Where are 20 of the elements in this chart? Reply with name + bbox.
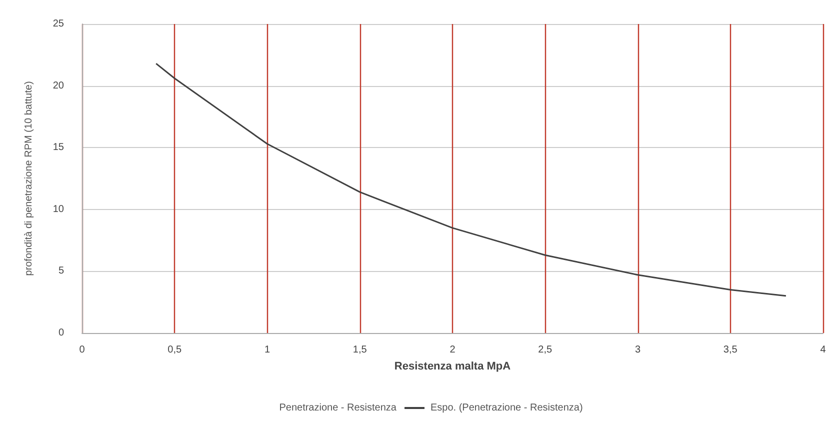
y-tick-label: 20 — [52, 80, 64, 92]
text: Penetrazione - Resistenza — [279, 402, 397, 414]
x-tick-label: 3,5 — [723, 344, 738, 356]
x-tick-label: 3 — [634, 344, 641, 356]
x-tick-label: 2 — [450, 344, 456, 356]
x-axis-title: Resistenza malta MpA — [394, 360, 511, 372]
y-axis-title: profondità di penetrazione RPM (10 battute) — [24, 81, 34, 276]
x-tick-label: 1 — [264, 344, 270, 356]
y-tick-label: 0 — [58, 328, 64, 338]
x-tick-label: 4 — [820, 344, 826, 356]
x-tick-label: 2,5 — [538, 344, 553, 356]
legend-label: Espo. (Penetrazione - Resistenza) — [430, 402, 583, 414]
y-tick-label: 15 — [52, 142, 64, 154]
y-tick-label: 10 — [52, 204, 64, 215]
x-tick-label: 0,5 — [168, 344, 182, 356]
line-series — [155, 62, 787, 297]
x-tick-label: 0 — [79, 344, 86, 356]
y-tick-label: 25 — [52, 18, 64, 30]
x-tick-label: 1,5 — [352, 344, 368, 356]
y-tick-label: 5 — [58, 266, 64, 277]
